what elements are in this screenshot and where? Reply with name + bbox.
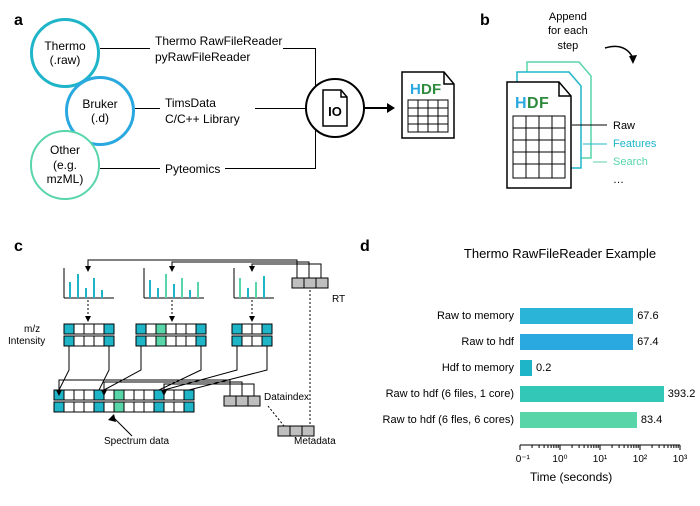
bar-value: 83.4 <box>637 414 662 426</box>
svg-text:10⁰: 10⁰ <box>552 454 567 465</box>
bar-row: Raw to hdf 67.4 <box>370 334 659 350</box>
bar-value: 0.2 <box>532 362 551 374</box>
node-other: Other (e.g. mzML) <box>30 130 100 200</box>
svg-text:D: D <box>421 81 432 98</box>
panel-label-a: a <box>14 12 23 30</box>
panel-label-c: c <box>14 238 23 256</box>
svg-text:10³: 10³ <box>673 454 688 465</box>
panel-c-diagram <box>24 250 364 490</box>
io-label: IO <box>328 104 342 119</box>
stacked-docs: H D F <box>495 40 675 200</box>
bar-row: Hdf to memory 0.2 <box>370 360 551 376</box>
svg-text:F: F <box>432 81 441 98</box>
arrow-io-hdf <box>365 100 395 116</box>
bar <box>520 308 633 324</box>
line-to-io-1 <box>283 48 315 49</box>
svg-text:D: D <box>527 95 539 112</box>
bar-label: Raw to hdf (6 fles, 6 cores) <box>370 414 520 426</box>
bar-row: Raw to hdf (6 fles, 6 cores) 83.4 <box>370 412 662 428</box>
svg-text:10²: 10² <box>633 454 648 465</box>
bar <box>520 412 637 428</box>
bar-row: Raw to memory 67.6 <box>370 308 659 324</box>
tab-raw: Raw <box>613 120 635 132</box>
doc-io-icon: IO <box>313 86 357 130</box>
svg-text:F: F <box>539 95 549 112</box>
bar <box>520 360 532 376</box>
bar-value: 67.4 <box>633 336 658 348</box>
spectrum-arrow <box>102 414 162 438</box>
bar-value: 67.6 <box>633 310 658 322</box>
tab-ellipsis: … <box>613 174 624 186</box>
panel-label-b: b <box>480 12 490 30</box>
bar-row: Raw to hdf (6 files, 1 core) 393.2 <box>370 386 695 402</box>
line-to-io-3v <box>315 128 316 169</box>
svg-text:H: H <box>410 81 421 98</box>
line-bruker <box>135 108 160 109</box>
panel-label-d: d <box>360 238 370 256</box>
intensity-label: Intensity <box>8 336 45 347</box>
line-to-io-2 <box>255 108 305 109</box>
mz-label: m/z <box>24 324 40 335</box>
bar-value: 393.2 <box>664 388 696 400</box>
hdf-doc: H D F <box>398 70 458 142</box>
bar-label: Raw to memory <box>370 310 520 322</box>
chart-title: Thermo RawFileReader Example <box>440 246 680 261</box>
line-thermo <box>100 48 150 49</box>
io-circle: IO <box>305 78 365 138</box>
svg-text:10⁻¹: 10⁻¹ <box>515 454 531 465</box>
lib-text-thermo: Thermo RawFileReader pyRawFileReader <box>155 34 282 65</box>
bar <box>520 334 633 350</box>
tab-search: Search <box>613 156 648 168</box>
lib-text-bruker: TimsData C/C++ Library <box>165 96 240 127</box>
dataindex-label: Dataindex <box>264 392 309 403</box>
bar-label: Raw to hdf <box>370 336 520 348</box>
svg-text:10¹: 10¹ <box>593 454 608 465</box>
bar-label: Hdf to memory <box>370 362 520 374</box>
svg-text:H: H <box>515 95 527 112</box>
line-other <box>100 168 160 169</box>
metadata-label: Metadata <box>294 436 336 447</box>
tab-features: Features <box>613 138 656 150</box>
xaxis-label: Time (seconds) <box>530 470 612 484</box>
bar <box>520 386 664 402</box>
line-to-io-3 <box>225 168 315 169</box>
rt-label: RT <box>332 294 345 305</box>
bar-label: Raw to hdf (6 files, 1 core) <box>370 388 520 400</box>
line-to-io-1v <box>315 48 316 88</box>
lib-text-other: Pyteomics <box>165 162 220 178</box>
